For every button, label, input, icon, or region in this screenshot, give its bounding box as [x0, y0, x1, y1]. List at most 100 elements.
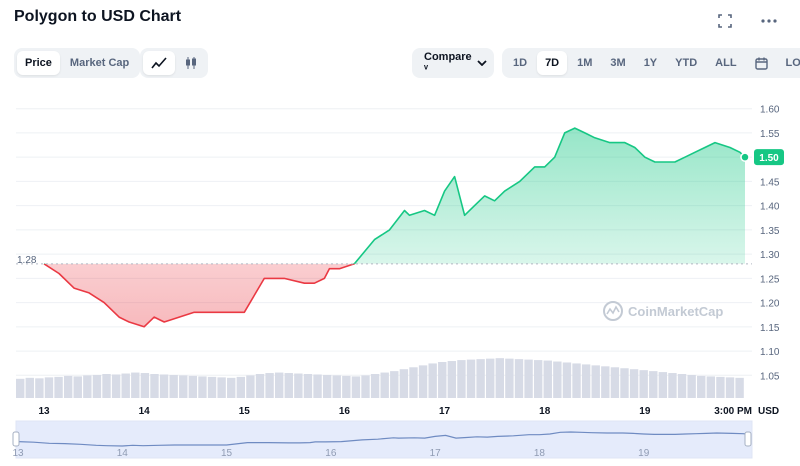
range-ytd[interactable]: YTD [675, 57, 698, 69]
y-tick-label: 1.05 [760, 371, 780, 382]
compare-button[interactable]: Compare ᵛ [415, 51, 491, 75]
volume-bar [294, 373, 303, 398]
log-toggle[interactable]: LOG [785, 57, 800, 69]
volume-bar [533, 360, 543, 398]
reference-value-label: 1.28 [17, 255, 37, 266]
range-all[interactable]: ALL [715, 57, 737, 69]
expand-icon[interactable] [716, 12, 734, 30]
volume-bar [217, 377, 226, 398]
current-price-value: 1.50 [759, 153, 779, 164]
volume-bar [495, 358, 504, 398]
compare-dropdown[interactable]: Compare ᵛ [412, 48, 494, 78]
volume-bar [610, 367, 620, 398]
range-3m[interactable]: 3M [610, 57, 626, 69]
volume-bar [591, 365, 600, 398]
volume-bar [572, 363, 581, 398]
range-7d[interactable]: 7D [537, 51, 568, 75]
navigator-tick-label: 13 [12, 448, 24, 459]
navigator-left-handle[interactable] [12, 431, 20, 447]
volume-bar [351, 376, 361, 398]
x-tick-label: 17 [439, 406, 451, 417]
volume-bar [265, 373, 274, 398]
volume-bar [716, 376, 725, 398]
price-area [44, 128, 745, 327]
volume-bar [140, 373, 150, 398]
watermark-text: CoinMarketCap [628, 304, 723, 319]
tab-market-cap[interactable]: Market Cap [69, 57, 130, 69]
volume-bar [83, 375, 92, 398]
volume-bar [524, 359, 533, 398]
volume-bar [35, 378, 44, 398]
volume-bar [639, 370, 648, 398]
volume-bar [303, 374, 313, 398]
watermark: CoinMarketCap [603, 301, 723, 321]
volume-bar [169, 374, 178, 398]
current-price-badge: 1.50 [754, 149, 784, 166]
volume-bar [73, 376, 82, 398]
volume-bar [543, 360, 552, 398]
navigator-tick-label: 14 [117, 448, 129, 459]
volume-bar [697, 375, 706, 398]
range-1y[interactable]: 1Y [643, 57, 658, 69]
current-price-dot [740, 152, 750, 162]
volume-bar [179, 375, 188, 398]
range-1d[interactable]: 1D [513, 57, 528, 69]
volume-bar [505, 358, 514, 398]
navigator-selection[interactable] [15, 420, 753, 459]
chevron-down-icon [477, 60, 487, 66]
price-line-up [43, 127, 746, 264]
volume-bar [102, 374, 111, 398]
volume-bar [274, 372, 284, 398]
volume-bar [111, 374, 121, 398]
candlestick-button[interactable] [177, 51, 205, 75]
y-tick-label: 1.15 [760, 323, 780, 334]
volume-bar [131, 372, 140, 398]
volume-bar [438, 362, 447, 398]
x-tick-label: 18 [539, 406, 551, 417]
tab-price[interactable]: Price [17, 51, 60, 75]
volume-bar [457, 360, 466, 398]
volume-bar [677, 374, 687, 398]
volume-bar [188, 375, 198, 398]
volume-bar [92, 374, 102, 398]
page-title: Polygon to USD Chart [14, 8, 182, 25]
volume-bar [687, 374, 696, 398]
price-line-down [43, 263, 356, 328]
x-tick-label: 15 [239, 406, 251, 417]
volume-bar [409, 367, 418, 398]
volume-bar [236, 376, 246, 398]
compare-label: Compare ᵛ [424, 51, 472, 75]
range-toggle: 1D 7D 1M 3M 1Y YTD ALL LOG [502, 48, 800, 78]
volume-bar [207, 376, 217, 398]
y-tick-label: 1.30 [760, 250, 780, 261]
volume-bar [63, 375, 73, 398]
volume-bar [428, 363, 437, 398]
volume-bar [198, 376, 207, 398]
volume-bar [227, 377, 236, 398]
volume-bar [332, 375, 341, 398]
volume-bar [668, 373, 677, 398]
x-tick-label: 3:00 PM [714, 406, 752, 417]
ellipsis-icon[interactable] [760, 12, 778, 30]
volume-bar [44, 377, 54, 398]
y-tick-label: 1.60 [760, 105, 780, 116]
volume-bar [620, 368, 629, 398]
navigator-right-handle[interactable] [744, 431, 752, 447]
y-unit-label: USD [758, 406, 779, 417]
navigator-tick-label: 17 [430, 448, 442, 459]
range-navigator[interactable]: 13 14 15 16 17 18 19 [12, 420, 753, 459]
range-1m[interactable]: 1M [577, 57, 593, 69]
volume-bar [447, 361, 457, 398]
volume-bar [342, 375, 351, 398]
x-axis: 13 14 15 16 17 18 19 3:00 PM [38, 406, 752, 417]
x-tick-label: 13 [38, 406, 50, 417]
volume-bar [486, 358, 495, 398]
x-tick-label: 16 [339, 406, 351, 417]
navigator-line [17, 431, 749, 447]
calendar-button[interactable] [747, 51, 776, 75]
navigator-tick-label: 16 [325, 448, 337, 459]
volume-bar [150, 374, 159, 398]
line-chart-button[interactable] [143, 51, 175, 75]
x-tick-label: 19 [639, 406, 651, 417]
